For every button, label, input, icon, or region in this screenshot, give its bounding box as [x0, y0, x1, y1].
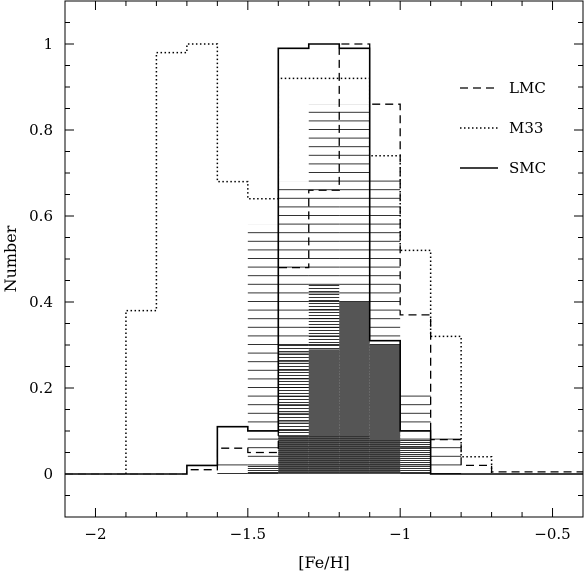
y-tick-label-0: 0 [43, 465, 53, 483]
dense-hatch-bar-3 [339, 435, 370, 474]
x-tick-label-3: −0.5 [534, 525, 570, 543]
legend-lmc-label: LMC [509, 79, 546, 97]
y-tick-label-3: 0.6 [29, 207, 53, 225]
y-tick-label-2: 0.4 [29, 293, 53, 311]
y-tick-label-4: 0.8 [29, 121, 53, 139]
dense-hatch-bar-4 [369, 439, 401, 474]
x-tick-label-1: −1.5 [230, 525, 266, 543]
y-tick-label-1: 0.2 [29, 379, 53, 397]
series-layer [65, 43, 583, 475]
x-axis-label: [Fe/H] [298, 553, 350, 572]
ticks-layer: −2 −1.5 −1 −0.5 0 0.2 0.4 0.6 0.8 1 [29, 0, 584, 543]
legend-smc-label: SMC [509, 159, 546, 177]
bars-layer [217, 104, 462, 474]
legend: LMC M33 SMC [460, 79, 546, 177]
x-tick-label-0: −2 [84, 525, 106, 543]
legend-m33-label: M33 [509, 119, 543, 137]
series-smc-line [65, 43, 583, 475]
x-tick-label-2: −1 [389, 525, 411, 543]
y-axis-label: Number [1, 225, 20, 292]
sparse-hatch-bar-7 [430, 431, 462, 474]
sparse-hatch-bar-1 [247, 224, 279, 474]
dense-hatch-bar-2 [308, 435, 340, 474]
dense-hatch-bar-1 [278, 435, 309, 474]
y-tick-label-5: 1 [43, 35, 53, 53]
sparse-hatch-bar-0 [217, 461, 248, 474]
dense-hatch-bar-0 [247, 465, 279, 474]
dense-hatch-bar-5 [400, 439, 431, 474]
